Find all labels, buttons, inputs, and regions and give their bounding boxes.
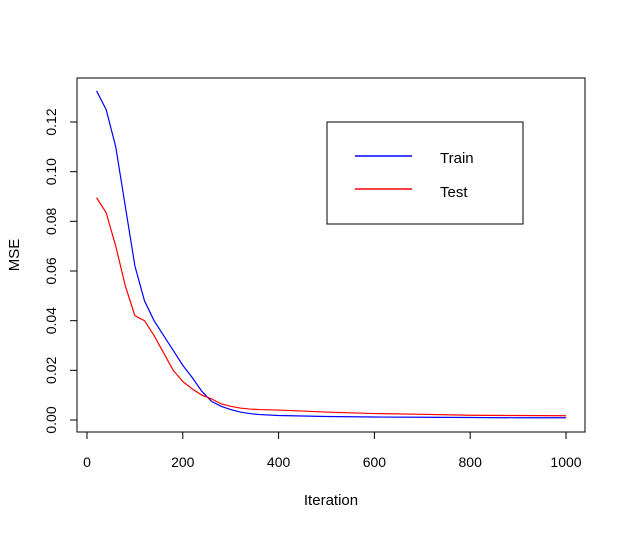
series-layer	[96, 90, 567, 419]
y-axis: 0.00 0.02 0.04 0.06 0.08 0.10 0.12	[43, 108, 78, 434]
series-line-train	[96, 90, 566, 419]
x-tick-label: 800	[459, 454, 483, 470]
x-tick-label: 600	[363, 454, 387, 470]
legend-label-train: Train	[440, 150, 474, 167]
x-tick-label: 400	[267, 454, 291, 470]
x-tick-label: 0	[83, 454, 91, 470]
y-tick-label: 0.06	[43, 257, 59, 284]
y-tick-label: 0.04	[43, 307, 59, 334]
legend: Train Test	[326, 121, 524, 225]
legend-label-test: Test	[440, 184, 468, 201]
x-tick-label: 1000	[550, 454, 581, 470]
y-tick-label: 0.00	[43, 406, 59, 433]
x-axis: 0 200 400 600 800 1000	[83, 431, 582, 470]
legend-box	[326, 121, 524, 225]
y-tick-label: 0.10	[43, 158, 59, 185]
y-tick-label: 0.12	[43, 108, 59, 135]
y-tick-label: 0.08	[43, 207, 59, 234]
y-axis-title: MSE	[6, 239, 23, 272]
series-line-test	[96, 197, 567, 417]
x-axis-title: Iteration	[304, 492, 358, 509]
y-tick-label: 0.02	[43, 356, 59, 383]
x-tick-label: 200	[171, 454, 195, 470]
